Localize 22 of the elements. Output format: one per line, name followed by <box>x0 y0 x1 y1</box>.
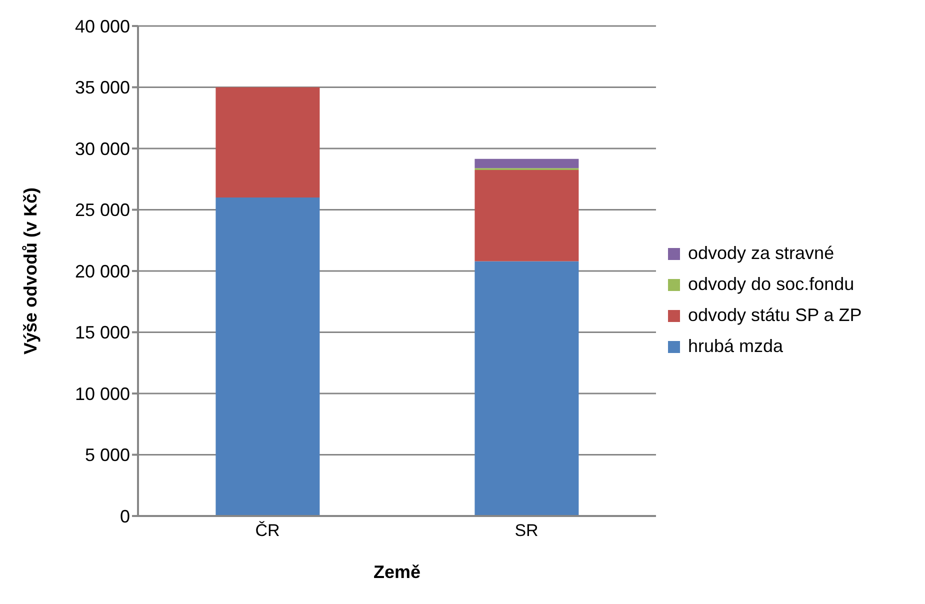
legend-label: odvody do soc.fondu <box>688 274 854 295</box>
y-tick-label: 20 000 <box>74 261 130 282</box>
legend-label: odvody za stravné <box>688 243 834 264</box>
x-tick-label: ČR <box>255 521 280 540</box>
y-tick-label: 30 000 <box>74 138 130 159</box>
legend-label: hrubá mzda <box>688 336 784 357</box>
y-tick-label: 25 000 <box>74 200 130 220</box>
y-tick-label: 35 000 <box>74 78 130 98</box>
legend-label: odvody státu SP a ZP <box>688 305 862 326</box>
bar <box>216 87 320 198</box>
bar <box>474 170 579 262</box>
y-tick-label: 40 000 <box>74 16 130 36</box>
bar <box>216 198 320 516</box>
y-tick-label: 15 000 <box>74 322 130 343</box>
y-tick-label: 5 000 <box>84 445 130 466</box>
y-tick-label: 0 <box>120 506 130 526</box>
y-axis-title: Výše odvodů (v Kč) <box>20 187 40 355</box>
y-tick-label: 10 000 <box>74 384 130 404</box>
x-tick-label: SR <box>514 521 538 540</box>
bar <box>474 158 579 168</box>
bar <box>474 261 579 516</box>
x-axis-title: Země <box>373 562 421 582</box>
